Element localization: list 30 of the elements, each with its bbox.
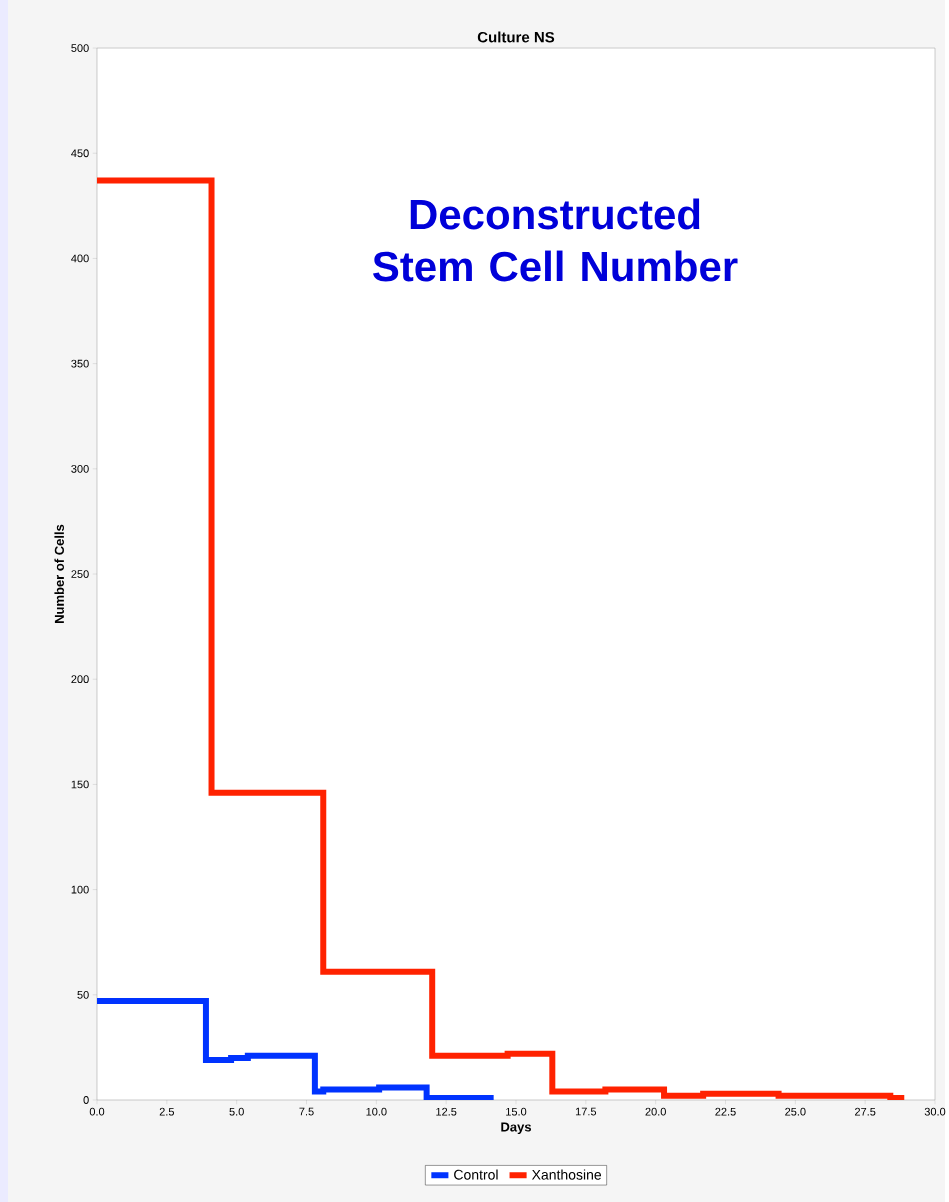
- legend-label: Control: [454, 1169, 498, 1180]
- x-tick-label: 2.5: [159, 1107, 174, 1116]
- y-tick-label: 350: [71, 359, 89, 368]
- y-tick-label: 200: [71, 675, 89, 684]
- x-tick-label: 10.0: [366, 1107, 387, 1116]
- y-tick-label: 150: [71, 780, 89, 789]
- y-tick-label: 500: [71, 44, 89, 52]
- x-tick-label: 17.5: [575, 1107, 597, 1116]
- x-tick-label: 22.5: [715, 1107, 736, 1116]
- x-axis-title: Days: [501, 1122, 531, 1135]
- y-tick-label: 50: [77, 990, 89, 999]
- y-tick-label: 450: [71, 149, 89, 158]
- y-axis-title: Number of Cells: [54, 524, 64, 623]
- legend-label: Xanthosine: [531, 1169, 602, 1180]
- x-tick-label: 20.0: [645, 1107, 666, 1116]
- chart-title: Culture NS: [477, 31, 555, 43]
- x-tick-label: 0.0: [89, 1107, 105, 1116]
- x-tick-label: 5.0: [229, 1107, 244, 1116]
- y-tick-label: 250: [71, 570, 89, 578]
- y-tick-label: 300: [71, 464, 89, 473]
- annotation: Deconstructed Stem Cell Number: [372, 198, 738, 282]
- y-tick-label: 100: [71, 885, 89, 894]
- x-tick-label: 30.0: [924, 1107, 946, 1116]
- y-tick-label: 400: [71, 254, 89, 263]
- x-tick-label: 7.5: [299, 1107, 314, 1116]
- x-tick-label: 12.5: [436, 1107, 457, 1116]
- x-tick-label: 27.5: [855, 1107, 876, 1116]
- x-tick-label: 25.0: [785, 1107, 806, 1116]
- y-tick-label: 0: [83, 1096, 89, 1104]
- x-tick-label: 15.0: [506, 1107, 527, 1116]
